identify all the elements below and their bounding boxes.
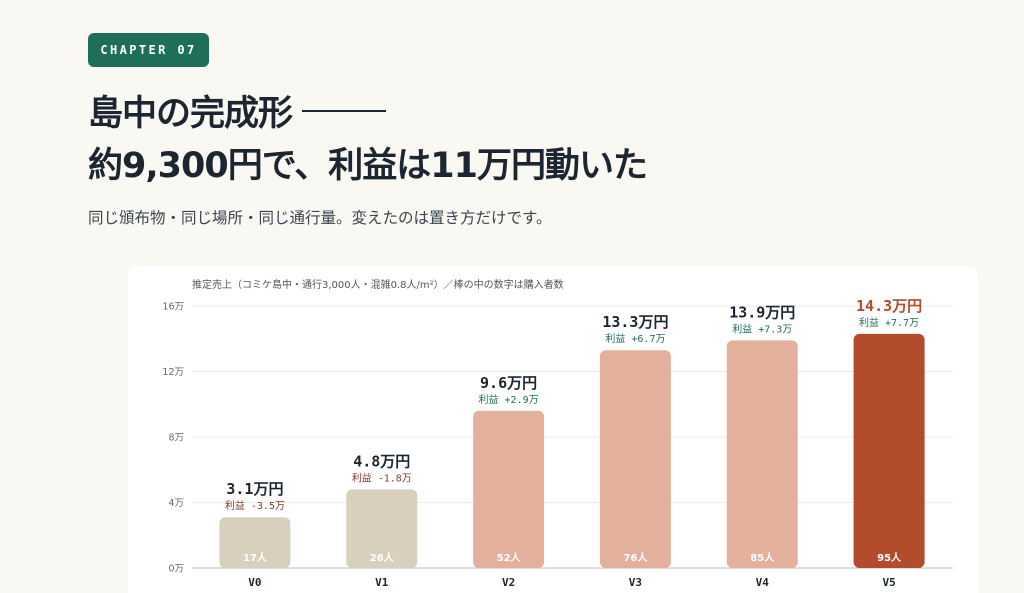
title-line-1: 島中の完成形 xyxy=(88,94,293,134)
bar xyxy=(599,350,671,568)
chapter-badge: CHAPTER 07 xyxy=(88,33,209,67)
y-tick-label: 12万 xyxy=(162,367,184,378)
bar xyxy=(473,410,545,568)
bar-profit-label: 利益 +7.7万 xyxy=(859,316,919,329)
page-title: 島中の完成形 約9,300円で、利益は11万円動いた xyxy=(88,88,648,192)
bar-profit-label: 利益 +2.9万 xyxy=(479,393,539,406)
bar-value-label: 9.6万円 xyxy=(480,374,537,392)
y-tick-label: 8万 xyxy=(168,433,184,444)
bar xyxy=(726,340,798,568)
bar-buyer-label: 17人 xyxy=(243,551,268,564)
bar xyxy=(346,489,418,568)
bar-value-label: 13.9万円 xyxy=(729,303,795,321)
x-tick-label: V5 xyxy=(882,576,895,589)
bar-buyer-label: 52人 xyxy=(497,551,522,564)
bar-buyer-label: 85人 xyxy=(750,551,775,564)
x-tick-label: V4 xyxy=(756,576,770,589)
bar-profit-label: 利益 +6.7万 xyxy=(605,332,665,345)
y-tick-label: 0万 xyxy=(168,564,184,575)
bar-profit-label: 利益 +7.3万 xyxy=(732,322,792,335)
subtitle: 同じ頒布物・同じ場所・同じ通行量。変えたのは置き方だけです。 xyxy=(88,209,552,227)
bar-value-label: 14.3万円 xyxy=(856,297,922,315)
bar-buyer-label: 76人 xyxy=(623,551,648,564)
bar-profit-label: 利益 -1.8万 xyxy=(352,471,412,484)
bar xyxy=(219,517,291,568)
bar-value-label: 4.8万円 xyxy=(353,452,410,470)
y-tick-label: 16万 xyxy=(162,302,184,313)
x-tick-label: V2 xyxy=(502,576,515,589)
bar-value-label: 3.1万円 xyxy=(226,480,283,498)
bar-buyer-label: 95人 xyxy=(877,551,902,564)
bar-value-label: 13.3万円 xyxy=(602,313,668,331)
title-line-2: 約9,300円で、利益は11万円動いた xyxy=(88,146,648,186)
title-rule xyxy=(302,110,387,112)
y-tick-label: 4万 xyxy=(168,498,184,509)
x-tick-label: V0 xyxy=(248,576,261,589)
x-tick-label: V1 xyxy=(375,576,389,589)
bar xyxy=(853,333,925,568)
chart-note: 推定売上（コミケ島中・通行3,000人・混雑0.8人/m²）／棒の中の数字は購入… xyxy=(192,280,564,291)
bar-profit-label: 利益 -3.5万 xyxy=(225,499,285,512)
x-tick-label: V3 xyxy=(629,576,642,589)
bar-buyer-label: 26人 xyxy=(370,551,395,564)
